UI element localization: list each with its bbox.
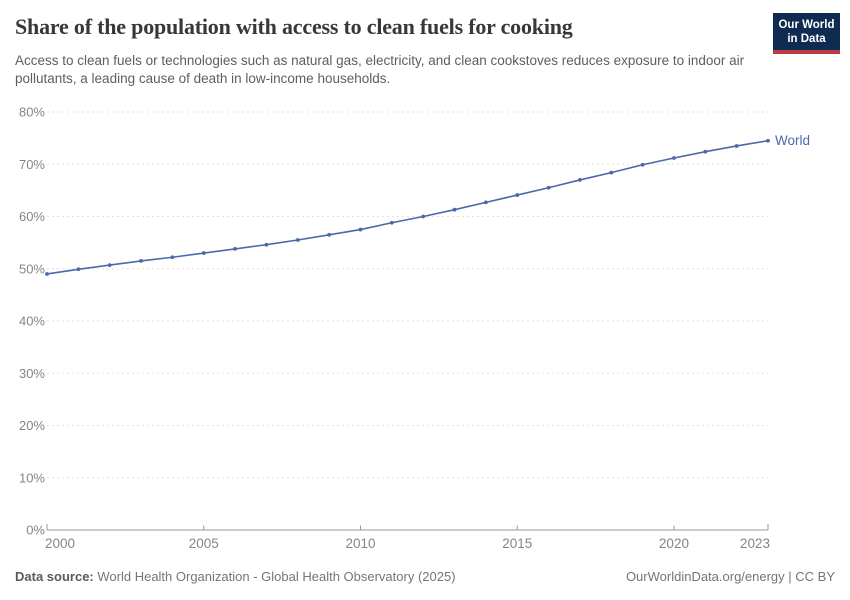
x-axis-tick-label: 2023 xyxy=(740,536,770,551)
data-point-marker[interactable] xyxy=(515,193,520,197)
data-point-marker[interactable] xyxy=(139,259,143,263)
chart-footer: Data source: World Health Organization -… xyxy=(15,569,835,584)
y-axis-tick-label: 60% xyxy=(19,209,45,224)
data-point-marker[interactable] xyxy=(170,255,175,260)
y-axis-tick-label: 30% xyxy=(19,366,45,381)
data-source: Data source: World Health Organization -… xyxy=(15,569,456,584)
data-point-marker[interactable] xyxy=(107,263,112,267)
data-point-marker[interactable] xyxy=(421,214,426,219)
data-source-text: World Health Organization - Global Healt… xyxy=(97,569,456,584)
owid-logo[interactable]: Our World in Data xyxy=(773,13,840,54)
data-point-marker[interactable] xyxy=(233,246,237,251)
x-axis-tick-label: 2005 xyxy=(189,536,219,551)
owid-logo-line2: in Data xyxy=(787,33,826,45)
data-point-marker[interactable] xyxy=(327,232,332,237)
y-axis-tick-label: 80% xyxy=(19,105,45,120)
owid-logo-line1: Our World xyxy=(778,19,835,31)
data-point-marker[interactable] xyxy=(703,149,708,154)
data-point-marker[interactable] xyxy=(734,144,739,148)
data-point-marker[interactable] xyxy=(578,178,582,182)
attribution-link[interactable]: OurWorldinData.org/energy | CC BY xyxy=(625,569,835,584)
data-point-marker[interactable] xyxy=(45,272,49,276)
x-axis-tick-label: 2000 xyxy=(45,536,75,551)
data-point-marker[interactable] xyxy=(264,242,269,247)
data-point-marker[interactable] xyxy=(201,251,206,255)
data-point-marker[interactable] xyxy=(546,185,551,190)
series-end-label-world[interactable]: World xyxy=(775,133,810,148)
data-source-label: Data source: xyxy=(15,569,94,584)
data-point-marker[interactable] xyxy=(640,162,645,167)
x-axis-tick-label: 2010 xyxy=(345,536,375,551)
chart-subtitle: Access to clean fuels or technologies su… xyxy=(15,53,745,86)
data-point-marker[interactable] xyxy=(672,156,676,160)
data-point-marker[interactable] xyxy=(483,200,488,205)
data-point-marker[interactable] xyxy=(609,170,614,175)
data-point-marker[interactable] xyxy=(389,220,394,225)
data-point-marker[interactable] xyxy=(358,227,363,232)
y-axis-tick-label: 50% xyxy=(19,261,45,276)
data-point-marker[interactable] xyxy=(766,138,770,143)
y-axis-tick-label: 0% xyxy=(26,523,45,538)
y-axis-tick-label: 70% xyxy=(19,157,45,172)
chart-title: Share of the population with access to c… xyxy=(15,14,573,39)
y-axis-tick-label: 10% xyxy=(19,470,45,485)
world-series-line[interactable] xyxy=(46,139,769,275)
y-axis-tick-label: 20% xyxy=(19,418,45,433)
data-point-marker[interactable] xyxy=(295,238,300,242)
x-axis-tick-label: 2020 xyxy=(659,536,689,551)
data-point-marker[interactable] xyxy=(452,207,457,212)
y-axis-tick-label: 40% xyxy=(19,314,45,329)
x-axis-tick-label: 2015 xyxy=(502,536,532,551)
data-point-marker[interactable] xyxy=(76,267,81,272)
